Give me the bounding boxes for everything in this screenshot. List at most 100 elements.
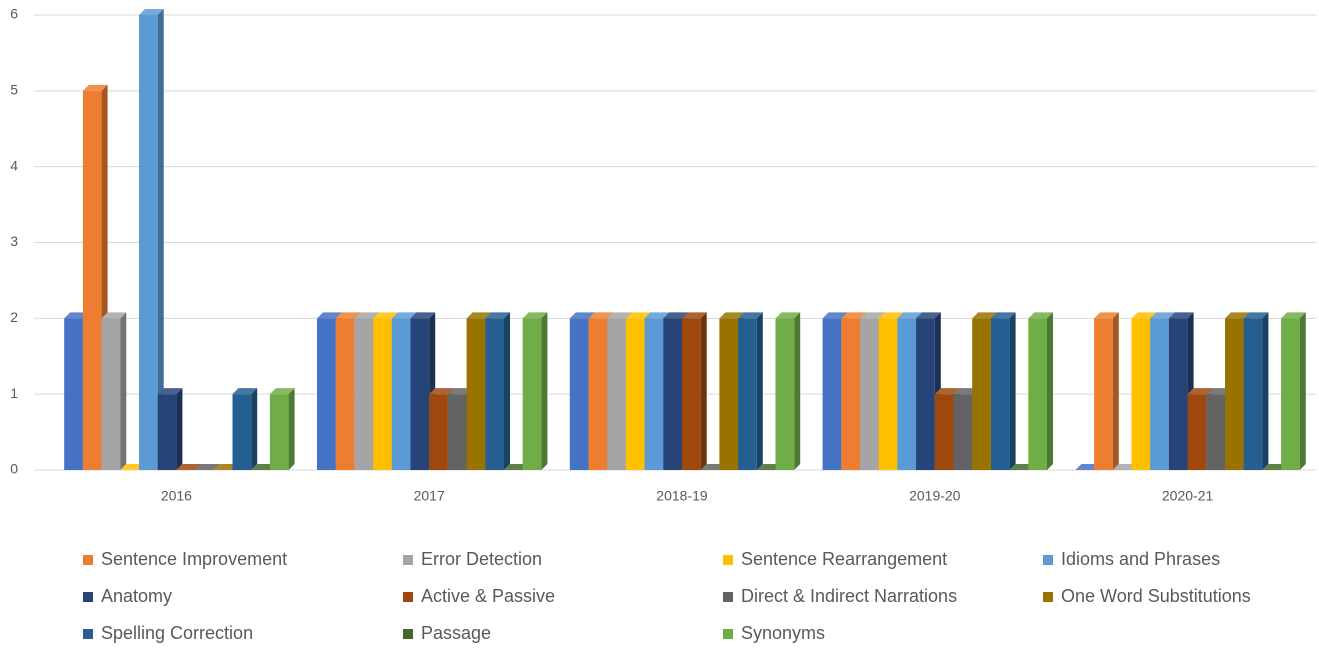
bar: [934, 394, 954, 470]
bar-top: [373, 312, 398, 319]
bar: [269, 394, 289, 470]
bar-top: [663, 312, 688, 319]
bar: [972, 318, 991, 470]
legend-label: Sentence Rearrangement: [741, 549, 947, 569]
bar: [719, 318, 739, 470]
bar-top: [317, 312, 342, 319]
bar-top: [447, 388, 473, 395]
bar-top: [607, 312, 632, 319]
x-tick-label: 2019-20: [909, 488, 961, 504]
bar-top: [1262, 464, 1288, 470]
bar-top: [485, 312, 510, 319]
bar-top: [64, 312, 89, 319]
bar: [64, 318, 83, 470]
bar: [569, 318, 589, 470]
bar: [682, 318, 701, 470]
bar-top: [1028, 312, 1053, 319]
bar-top: [644, 312, 670, 319]
legend-label: Passage: [421, 623, 491, 643]
bar-top: [522, 312, 548, 319]
bar-top: [1281, 312, 1306, 319]
bar-side: [157, 9, 164, 470]
legend-label: Spelling Correction: [101, 623, 253, 643]
bar-top: [1150, 312, 1175, 319]
bar-top: [1206, 388, 1231, 395]
y-tick-label: 1: [10, 385, 18, 401]
bar: [354, 318, 374, 470]
bar-top: [1187, 388, 1213, 395]
bar: [429, 394, 448, 470]
bar: [775, 318, 795, 470]
bar-top: [82, 84, 108, 91]
legend-label: Direct & Indirect Narrations: [741, 586, 957, 606]
legend-label: Idioms and Phrases: [1061, 549, 1220, 569]
bar: [1243, 318, 1263, 470]
bar-top: [878, 312, 904, 319]
legend-swatch: [723, 555, 733, 565]
bar-top: [860, 312, 885, 319]
bar-side: [1262, 312, 1269, 470]
bar: [1150, 318, 1169, 470]
bar: [485, 318, 504, 470]
bar-top: [1009, 464, 1035, 470]
bar-top: [120, 464, 145, 470]
bar-side: [1299, 312, 1306, 470]
bar-top: [139, 9, 164, 15]
bar-top: [990, 312, 1016, 319]
x-tick-label: 2016: [161, 488, 192, 504]
bar: [522, 318, 542, 470]
bar: [1225, 318, 1244, 470]
bar-top: [269, 388, 295, 395]
bar-side: [756, 312, 763, 470]
y-tick-label: 0: [10, 461, 18, 477]
bar: [1028, 318, 1047, 470]
legend-swatch: [1043, 555, 1053, 565]
bar: [1094, 318, 1113, 470]
bar-top: [101, 312, 127, 319]
bar: [1206, 394, 1225, 470]
bar: [466, 318, 486, 470]
bar: [391, 318, 411, 470]
bar-side: [120, 312, 127, 470]
bar-top: [232, 388, 258, 395]
legend-label: Sentence Improvement: [101, 549, 287, 569]
legend-label: Synonyms: [741, 623, 825, 643]
legend-label: Active & Passive: [421, 586, 555, 606]
bar-top: [410, 312, 436, 319]
x-tick-label: 2020-21: [1162, 488, 1214, 504]
bar-top: [354, 312, 380, 319]
bar: [335, 318, 355, 470]
bar-side: [176, 388, 183, 470]
bar-side: [794, 312, 801, 470]
legend-swatch: [403, 555, 413, 565]
bar-top: [841, 312, 866, 319]
bar: [1168, 318, 1188, 470]
bar: [410, 318, 430, 470]
bar: [101, 318, 121, 470]
bar: [373, 318, 392, 470]
bar: [860, 318, 879, 470]
bar: [644, 318, 664, 470]
y-tick-label: 3: [10, 233, 18, 249]
y-tick-label: 5: [10, 82, 18, 98]
bar-top: [1112, 464, 1138, 470]
bar-top: [756, 464, 782, 470]
legend-swatch: [1043, 592, 1053, 602]
bar-top: [1131, 312, 1157, 319]
bar-side: [1047, 312, 1053, 470]
bar: [232, 394, 252, 470]
legend-swatch: [723, 629, 733, 639]
bar-top: [429, 388, 454, 395]
bar: [139, 15, 158, 470]
bar: [447, 394, 467, 470]
bar-top: [391, 312, 417, 319]
bar-top: [157, 388, 183, 395]
legend-label: Anatomy: [101, 586, 172, 606]
bar-top: [822, 312, 848, 319]
bar: [878, 318, 898, 470]
bar: [916, 318, 935, 470]
bar: [625, 318, 645, 470]
legend-swatch: [83, 629, 93, 639]
bar: [157, 394, 177, 470]
bar-side: [700, 312, 707, 470]
